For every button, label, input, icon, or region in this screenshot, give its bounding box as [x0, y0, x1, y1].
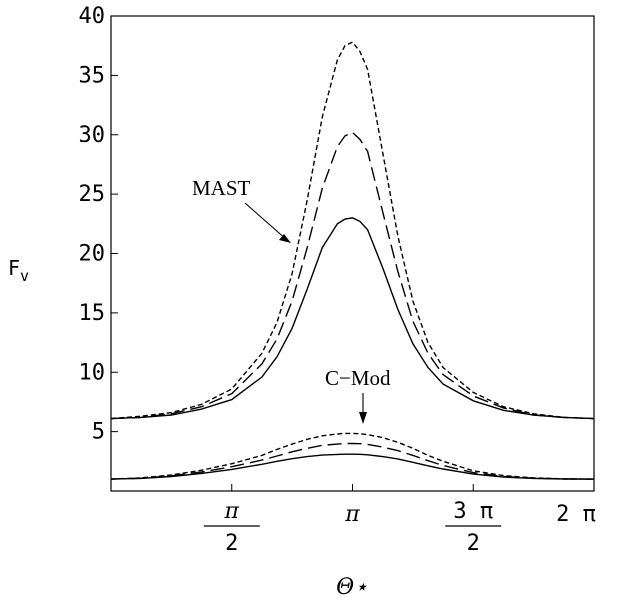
- x-tick-label: π: [344, 502, 360, 527]
- ticks-layer: [111, 15, 595, 491]
- y-tick-label: 15: [79, 301, 106, 326]
- series-line-cmod-dashed-short: [110, 432, 595, 480]
- y-tick-label: 5: [92, 420, 105, 445]
- annotation-cmod: C−Mod: [325, 366, 391, 390]
- x-tick-label-denominator: 2: [225, 531, 238, 556]
- annotation-mast: MAST: [192, 176, 251, 200]
- y-tick-label: 40: [79, 4, 106, 29]
- series-line-mast-solid: [110, 217, 595, 420]
- annotation-mast-arrowhead: [279, 234, 291, 243]
- series-line-mast-dashed-long: [110, 131, 595, 420]
- x-tick-label-denominator: 2: [467, 531, 480, 556]
- labels-layer: 5 10 15 20 25 30 35 40 π 2 π 3 π 2 2 π: [79, 4, 596, 556]
- x-tick-label-numerator: π: [224, 499, 240, 524]
- x-axis-title: Θ⋆: [336, 575, 368, 600]
- x-tick-label: 2 π: [556, 502, 596, 527]
- annotation-mast-arrow-line: [244, 202, 288, 241]
- y-tick-label: 20: [79, 242, 106, 267]
- y-tick-label: 10: [79, 360, 106, 385]
- series-layer: [110, 41, 595, 480]
- x-tick-label-numerator: 3 π: [453, 499, 493, 524]
- y-tick-label: 25: [79, 182, 106, 207]
- y-axis-title: Fv: [8, 256, 29, 285]
- series-line-mast-dashed-short: [110, 41, 595, 420]
- y-axis-title-main: F: [8, 256, 20, 280]
- annotation-cmod-arrowhead: [359, 412, 367, 424]
- y-tick-label: 35: [79, 63, 106, 88]
- series-line-cmod-dashed-long: [110, 442, 595, 480]
- y-tick-label: 30: [79, 123, 106, 148]
- series-line-cmod-solid: [110, 453, 595, 480]
- y-axis-title-sub: v: [20, 267, 29, 285]
